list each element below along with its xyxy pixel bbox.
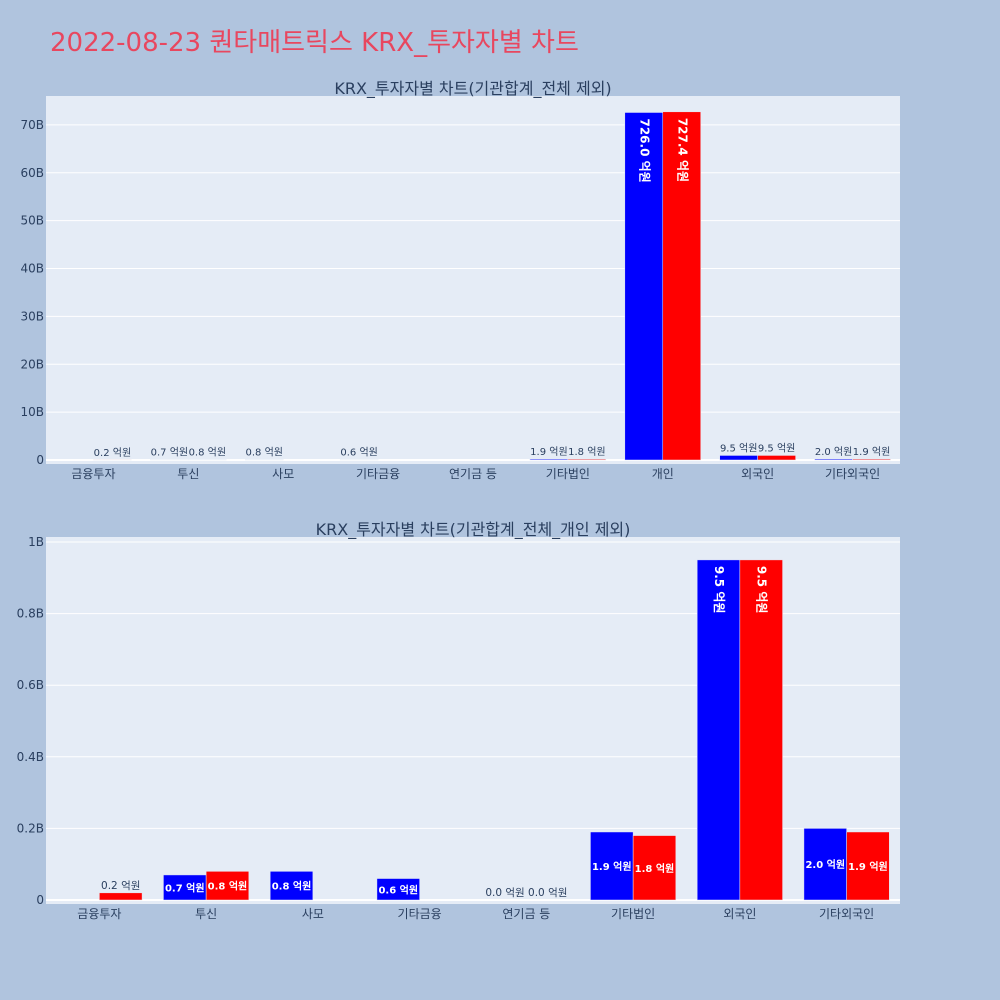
data-label: 0.8 억원 [272, 880, 312, 893]
data-label: 0.0 억원 [485, 887, 524, 899]
x-tick-label: 사모 [272, 467, 294, 481]
bar [696, 559, 741, 901]
x-tick-label: 사모 [302, 907, 324, 921]
x-tick-label: 연기금 등 [502, 907, 550, 921]
bar [567, 458, 607, 461]
chart-upper: KRX_투자자별 차트(기관합계_전체 제외) 0 10B 20B 30B 40B 50B 6… [20, 79, 900, 481]
page-title: 2022-08-23 퀀타매트릭스 KRX_투자자별 차트 [50, 28, 579, 58]
y-tick-label: 1B [28, 535, 44, 549]
data-label: 0.8 억원 [189, 447, 226, 459]
data-label: 0.0 억원 [528, 887, 567, 899]
chart-title: KRX_투자자별 차트(기관합계_전체_개인 제외) [316, 520, 631, 540]
data-label: 0.6 억원 [340, 447, 377, 459]
chart-title: KRX_투자자별 차트(기관합계_전체 제외) [334, 79, 611, 99]
y-tick-label: 60B [20, 166, 44, 180]
y-tick-label: 0.8B [17, 607, 44, 621]
bar [662, 111, 701, 461]
data-label: 0.6 억원 [378, 883, 418, 896]
x-tick-label: 기타법인 [611, 907, 655, 921]
x-tick-label: 기타외국인 [819, 907, 874, 921]
data-label: 2.0 억원 [805, 858, 845, 871]
bar [163, 874, 207, 901]
data-label: 1.8 억원 [635, 862, 675, 875]
data-label: 1.9 억원 [853, 446, 890, 458]
x-tick-label: 기타금융 [356, 467, 400, 481]
bar [803, 828, 847, 901]
bar [376, 878, 420, 901]
y-tick-label: 30B [20, 309, 44, 323]
data-label: 0.7 억원 [151, 447, 188, 459]
data-label: 9.5 억원 [720, 442, 757, 454]
data-label: 1.9 억원 [848, 860, 888, 873]
bar [739, 559, 783, 901]
x-tick-label: 연기금 등 [449, 467, 497, 481]
y-tick-label: 20B [20, 357, 44, 371]
bar [590, 831, 634, 901]
bar [632, 835, 677, 901]
data-label: 1.8 억원 [568, 446, 605, 458]
bar [757, 455, 796, 461]
x-tick-label: 투신 [177, 467, 199, 481]
data-label: 726.0 억원 [637, 118, 651, 182]
data-label: 1.9 억원 [530, 446, 567, 458]
x-tick-label: 외국인 [741, 467, 774, 481]
bar [624, 112, 664, 461]
y-tick-label: 0 [36, 893, 44, 907]
bar [529, 458, 569, 461]
data-label: 0.7 억원 [165, 881, 205, 894]
data-label: 1.9 억원 [592, 860, 632, 873]
y-tick-label: 70B [20, 118, 44, 132]
data-label: 2.0 억원 [815, 446, 852, 458]
x-tick-label: 금융투자 [77, 907, 121, 921]
x-tick-label: 개인 [652, 467, 674, 481]
bar [846, 831, 890, 901]
data-label: 0.2 억원 [101, 880, 140, 892]
x-tick-label: 기타외국인 [825, 467, 880, 481]
y-tick-label: 50B [20, 214, 44, 228]
bar [99, 892, 143, 901]
x-tick-label: 기타법인 [546, 467, 590, 481]
data-label: 9.5 억원 [758, 442, 795, 454]
bar [852, 458, 891, 461]
bar [719, 455, 758, 461]
chart-lower: KRX_투자자별 차트(기관합계_전체_개인 제외) 0 0.2B 0.4B 0.6B 0… [17, 520, 900, 921]
bar [205, 871, 250, 901]
data-label: 9.5 억원 [712, 566, 726, 614]
bar [269, 871, 314, 901]
y-tick-label: 40B [20, 262, 44, 276]
y-tick-label: 0 [36, 453, 44, 467]
x-tick-label: 기타금융 [398, 907, 442, 921]
data-label: 0.2 억원 [94, 447, 131, 459]
x-tick-label: 금융투자 [71, 467, 115, 481]
plot-area [46, 96, 900, 464]
y-tick-label: 0.6B [17, 678, 44, 692]
data-label: 0.8 억원 [208, 880, 248, 893]
data-label: 0.8 억원 [246, 447, 283, 459]
data-label: 9.5 억원 [755, 566, 769, 614]
y-tick-label: 0.2B [17, 821, 44, 835]
x-tick-label: 투신 [195, 907, 217, 921]
y-tick-label: 10B [20, 405, 44, 419]
data-label: 727.4 억원 [675, 118, 689, 182]
x-tick-label: 외국인 [723, 907, 756, 921]
bar [814, 458, 853, 461]
y-tick-label: 0.4B [17, 750, 44, 764]
